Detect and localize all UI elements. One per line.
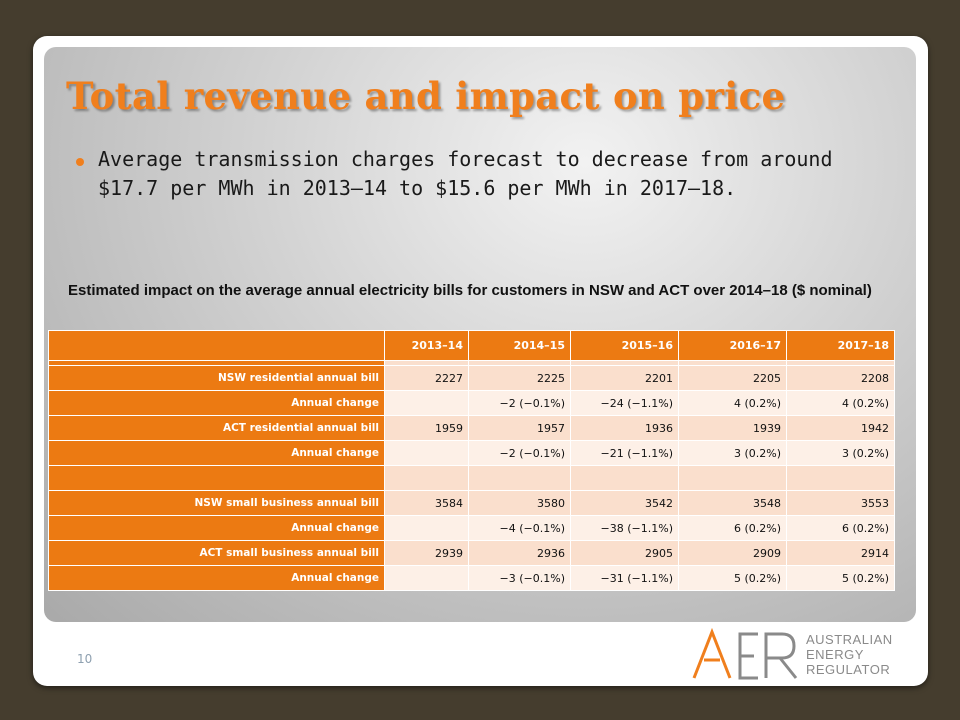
table-cell: 2914 xyxy=(786,540,895,566)
table-cell: 3 (0.2%) xyxy=(786,440,895,466)
table-cell: 1942 xyxy=(786,415,895,441)
row-label: Annual change xyxy=(48,390,385,416)
logo-line: REGULATOR xyxy=(806,661,891,677)
row-label xyxy=(48,465,385,491)
table-cell xyxy=(384,440,469,466)
column-header: 2015–16 xyxy=(570,330,679,361)
table-cell: 4 (0.2%) xyxy=(786,390,895,416)
table-cell: −3 (−0.1%) xyxy=(468,565,571,591)
column-header: 2013–14 xyxy=(384,330,469,361)
table-cell: 2201 xyxy=(570,365,679,391)
column-header: 2016–17 xyxy=(678,330,787,361)
table-cell xyxy=(384,565,469,591)
table-row: NSW residential annual bill 2227 2225 22… xyxy=(48,365,895,391)
table-cell: 3580 xyxy=(468,490,571,516)
table-cell: −38 (−1.1%) xyxy=(570,515,679,541)
table-cell xyxy=(384,465,469,491)
table-row: Annual change −4 (−0.1%) −38 (−1.1%) 6 (… xyxy=(48,515,895,541)
table-cell: 1939 xyxy=(678,415,787,441)
aer-logo-mark-icon xyxy=(692,627,798,680)
table-cell: 3542 xyxy=(570,490,679,516)
table-cell: 1957 xyxy=(468,415,571,441)
row-label: NSW small business annual bill xyxy=(48,490,385,516)
table-cell xyxy=(570,465,679,491)
bill-impact-table: 2013–14 2014–15 2015–16 2016–17 2017–18 … xyxy=(48,330,895,591)
table-row: Annual change −2 (−0.1%) −21 (−1.1%) 3 (… xyxy=(48,440,895,466)
logo-wordmark: AUSTRALIAN ENERGY REGULATOR xyxy=(806,632,893,677)
table-cell: −2 (−0.1%) xyxy=(468,390,571,416)
table-cell: 2227 xyxy=(384,365,469,391)
table-cell: 2905 xyxy=(570,540,679,566)
table-cell: 2225 xyxy=(468,365,571,391)
row-label: Annual change xyxy=(48,515,385,541)
logo-line: AUSTRALIAN xyxy=(806,631,893,647)
table-row xyxy=(48,465,895,491)
table-cell: −2 (−0.1%) xyxy=(468,440,571,466)
slide-title: Total revenue and impact on price xyxy=(66,74,786,118)
table-cell: 2909 xyxy=(678,540,787,566)
bullet-dot-icon xyxy=(76,158,84,166)
table-cell: 5 (0.2%) xyxy=(786,565,895,591)
table-cell xyxy=(786,465,895,491)
row-label: ACT residential annual bill xyxy=(48,415,385,441)
row-label: NSW residential annual bill xyxy=(48,365,385,391)
table-row: Annual change −3 (−0.1%) −31 (−1.1%) 5 (… xyxy=(48,565,895,591)
table-cell: 1959 xyxy=(384,415,469,441)
bullet-point: Average transmission charges forecast to… xyxy=(76,145,876,203)
table-cell: −31 (−1.1%) xyxy=(570,565,679,591)
page-number: 10 xyxy=(77,652,93,666)
table-cell: −21 (−1.1%) xyxy=(570,440,679,466)
table-cell: 3 (0.2%) xyxy=(678,440,787,466)
table-row: NSW small business annual bill 3584 3580… xyxy=(48,490,895,516)
table-row: Annual change −2 (−0.1%) −24 (−1.1%) 4 (… xyxy=(48,390,895,416)
column-header: 2014–15 xyxy=(468,330,571,361)
column-header: 2017–18 xyxy=(786,330,895,361)
table-cell: 1936 xyxy=(570,415,679,441)
table-cell: 2936 xyxy=(468,540,571,566)
table-row: ACT small business annual bill 2939 2936… xyxy=(48,540,895,566)
table-cell: 4 (0.2%) xyxy=(678,390,787,416)
aer-logo: AUSTRALIAN ENERGY REGULATOR xyxy=(690,626,912,682)
bullet-text: Average transmission charges forecast to… xyxy=(98,147,833,200)
table-header-row: 2013–14 2014–15 2015–16 2016–17 2017–18 xyxy=(48,330,895,361)
table-cell: 3584 xyxy=(384,490,469,516)
table-cell: 2939 xyxy=(384,540,469,566)
table-cell xyxy=(384,515,469,541)
table-row: ACT residential annual bill 1959 1957 19… xyxy=(48,415,895,441)
table-cell xyxy=(678,465,787,491)
row-label: Annual change xyxy=(48,440,385,466)
logo-line: ENERGY xyxy=(806,646,864,662)
table-cell xyxy=(384,390,469,416)
table-cell: 2205 xyxy=(678,365,787,391)
table-cell: 6 (0.2%) xyxy=(678,515,787,541)
row-label: ACT small business annual bill xyxy=(48,540,385,566)
header-corner-cell xyxy=(48,330,385,361)
table-cell: 2208 xyxy=(786,365,895,391)
table-cell xyxy=(468,465,571,491)
table-caption: Estimated impact on the average annual e… xyxy=(68,282,872,299)
table-cell: −4 (−0.1%) xyxy=(468,515,571,541)
table-cell: 3548 xyxy=(678,490,787,516)
table-cell: −24 (−1.1%) xyxy=(570,390,679,416)
row-label: Annual change xyxy=(48,565,385,591)
table-cell: 5 (0.2%) xyxy=(678,565,787,591)
table-cell: 3553 xyxy=(786,490,895,516)
table-cell: 6 (0.2%) xyxy=(786,515,895,541)
